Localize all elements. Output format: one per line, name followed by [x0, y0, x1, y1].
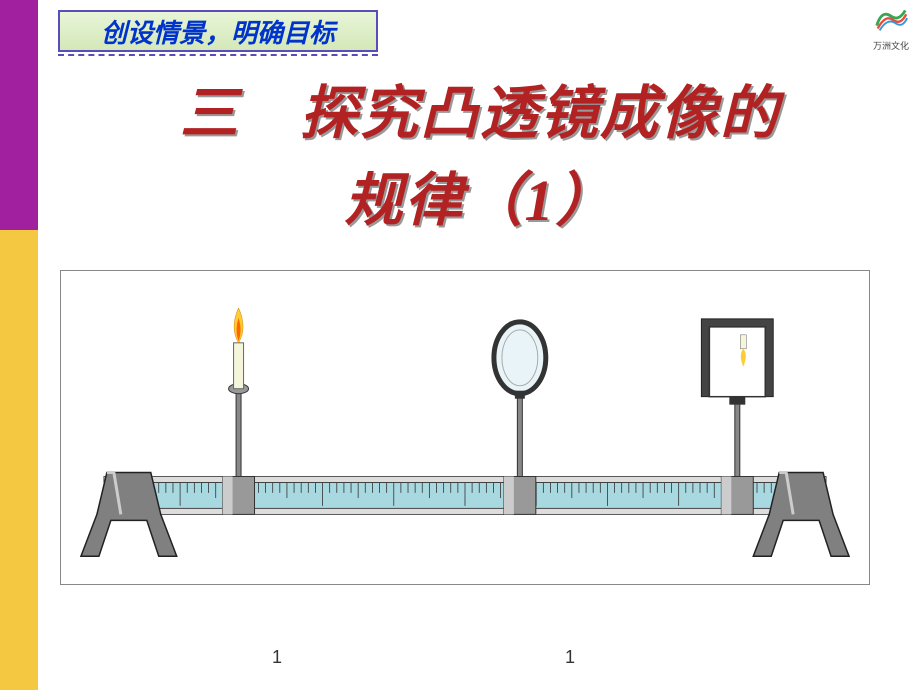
- optics-bench-svg: [61, 271, 869, 585]
- optics-bench-diagram: [60, 270, 870, 585]
- banner-dashline: [58, 54, 378, 56]
- logo-text: 万洲文化: [870, 39, 912, 52]
- title-line-1: 三 探究凸透镜成像的: [100, 70, 860, 157]
- title-block: 三 探究凸透镜成像的 规律（1）: [100, 70, 860, 244]
- footer-number-left: 1: [272, 647, 282, 668]
- logo-swirl-icon: [872, 4, 910, 34]
- banner: 创设情景，明确目标: [58, 10, 378, 52]
- banner-text: 创设情景，明确目标: [101, 13, 335, 50]
- sidebar-gold: [0, 230, 38, 690]
- footer-number-right: 1: [565, 647, 575, 668]
- sidebar-magenta: [0, 0, 38, 230]
- logo: 万洲文化: [870, 4, 912, 52]
- title-line-2: 规律（1）: [100, 157, 860, 244]
